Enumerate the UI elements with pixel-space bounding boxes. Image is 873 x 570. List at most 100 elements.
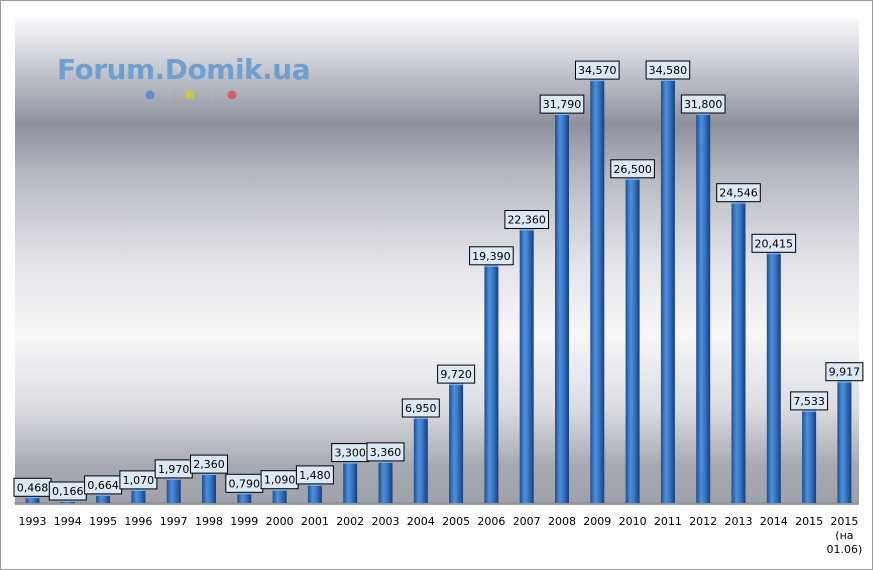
bar	[484, 265, 499, 503]
bar-cap	[802, 409, 817, 412]
bar-cap	[766, 252, 781, 255]
x-tick-label: 1993	[19, 515, 47, 528]
x-tick-label: 1994	[54, 515, 82, 528]
bar	[237, 493, 252, 503]
bar	[625, 178, 640, 504]
x-tick-label: 2014	[760, 515, 788, 528]
data-label: 1,070	[123, 474, 155, 487]
bar	[766, 253, 781, 503]
bar-cap	[555, 113, 569, 116]
x-tick-label: 2010	[619, 515, 647, 528]
data-label: 0,664	[87, 479, 119, 492]
data-label: 26,500	[613, 163, 652, 176]
bar-cap	[625, 177, 640, 180]
bar-cap	[378, 460, 393, 463]
data-label: 3,360	[370, 446, 402, 459]
bar	[590, 80, 605, 503]
bar-cap	[272, 488, 287, 491]
x-tick-label: 2000	[266, 515, 294, 528]
bar	[413, 418, 428, 503]
data-label-box	[575, 60, 620, 80]
data-label: 3,300	[334, 447, 366, 460]
x-tick-label: 2015	[795, 515, 823, 528]
x-tick-label: 2002	[336, 515, 364, 528]
x-tick-label: 1996	[124, 515, 152, 528]
data-label: 0,790	[229, 477, 261, 490]
data-label-box	[825, 362, 864, 382]
bar	[25, 497, 40, 503]
bar	[555, 114, 569, 503]
bar-cap	[307, 483, 322, 486]
bar	[202, 474, 216, 503]
x-tick-label: 1995	[89, 515, 117, 528]
data-label-box	[680, 94, 726, 114]
data-label-box	[366, 442, 405, 462]
bar	[166, 478, 181, 503]
bar	[837, 381, 852, 503]
bar	[307, 484, 322, 503]
bar-cap	[731, 201, 746, 204]
bar	[96, 494, 111, 503]
data-label: 6,950	[405, 402, 437, 415]
x-tick-label: 2006	[477, 515, 505, 528]
bar-cap	[60, 500, 75, 502]
bar-cap	[484, 264, 499, 267]
x-tick-label: 2003	[372, 515, 400, 528]
bar-cap	[696, 113, 711, 115]
data-label-box	[539, 94, 585, 114]
x-tick-label: 1998	[195, 515, 223, 528]
bar	[449, 384, 464, 503]
x-tick-label: 2007	[513, 515, 541, 528]
data-label: 0,468	[17, 481, 49, 494]
watermark-logo: Forum.Domik.ua	[57, 53, 311, 86]
bar	[378, 461, 393, 503]
bar-cap	[449, 383, 464, 386]
data-label: 9,720	[440, 368, 472, 381]
x-tick-label: 2005	[442, 515, 470, 528]
data-label: 31,800	[684, 98, 723, 111]
x-tick-label: 1999	[230, 515, 258, 528]
bar-cap	[837, 380, 852, 383]
bar	[802, 410, 817, 503]
x-tick-label: 2001	[301, 515, 329, 528]
x-tick-label: 2009	[583, 515, 611, 528]
bar	[660, 80, 675, 503]
x-tick-label: 2008	[548, 515, 576, 528]
bar-cap	[166, 477, 181, 480]
bar-cap	[343, 461, 358, 464]
bar-cap	[202, 473, 216, 476]
data-label: 19,390	[472, 250, 511, 263]
data-label-box	[716, 183, 761, 203]
bar-cap	[413, 417, 428, 419]
data-label-box	[295, 465, 334, 485]
bar-cap	[25, 496, 40, 499]
bar	[343, 462, 358, 503]
data-label: 34,580	[649, 64, 688, 77]
data-label-box	[790, 391, 829, 411]
data-label: 1,480	[299, 469, 331, 482]
data-label-box	[401, 398, 440, 418]
data-label: 22,360	[507, 214, 546, 227]
bar	[731, 202, 746, 503]
data-label-box	[504, 210, 549, 229]
data-label: 1,970	[158, 463, 190, 476]
bar	[519, 229, 534, 503]
bar-cap	[237, 492, 252, 495]
data-label-box	[469, 246, 514, 266]
data-label: 2,360	[193, 458, 225, 471]
bar-cap	[519, 228, 534, 231]
watermark-dot-blue	[145, 90, 155, 100]
x-tick-label: 1997	[160, 515, 188, 528]
data-label-box	[437, 364, 476, 384]
watermark-dot-yellow	[185, 90, 195, 100]
data-label: 34,570	[578, 64, 617, 77]
data-label: 1,090	[264, 474, 296, 487]
bar	[131, 489, 146, 503]
data-label: 24,546	[719, 187, 758, 200]
data-label-box	[645, 60, 691, 80]
x-tick-labels: 1993 1994 1995 1996 1997 1998 1999 2000 2001 2002…	[19, 515, 863, 556]
data-label-box	[610, 159, 655, 179]
data-label: 31,790	[543, 98, 582, 111]
